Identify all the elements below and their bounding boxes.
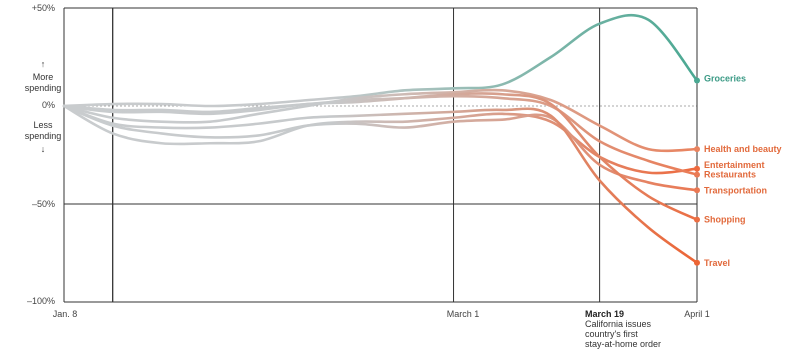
less-spending-arrow: ↓ [41, 144, 46, 154]
series-label: Transportation [704, 185, 767, 195]
series-label: Health and beauty [704, 144, 782, 154]
x-tick-label: March 1 [447, 309, 480, 319]
series-end-dot [694, 171, 700, 178]
more-spending-arrow: ↑ [41, 59, 46, 69]
y-tick-label: –100% [27, 296, 55, 306]
series-end-dot [694, 259, 700, 266]
series-end-dot [694, 216, 700, 223]
series-line-shopping [62, 92, 699, 221]
y-tick-label: 0% [42, 100, 55, 110]
more-spending-label: More [33, 72, 54, 82]
series-end-labels: Groceries Health and beauty EntertainmentR… [704, 74, 782, 268]
series-end-dot [694, 187, 700, 194]
series-line-health-and-beauty [62, 88, 699, 153]
series-line-transportation [62, 104, 699, 192]
y-tick-label: –50% [32, 199, 55, 209]
less-spending-label: spending [25, 131, 62, 141]
series-line-groceries [62, 13, 699, 108]
series-end-dot [694, 146, 700, 153]
series-label: Groceries [704, 74, 746, 84]
series-line-travel [62, 104, 699, 265]
x-axis-labels: Jan. 8 March 1 April 1 [53, 309, 710, 319]
annotation-line: stay-at-home order [585, 339, 661, 349]
march-19-annotation: March 19 California issues country's fir… [585, 309, 661, 349]
series-lines [62, 13, 700, 266]
annotation-line: country's first [585, 329, 638, 339]
series-label: Travel [704, 258, 730, 268]
y-axis-labels: +50% 0% –50% –100% ↑ More spending Less … [25, 3, 62, 306]
y-tick-label: +50% [32, 3, 55, 13]
series-label: Shopping [704, 215, 746, 225]
series-label: Entertainment [704, 160, 765, 170]
x-tick-label: Jan. 8 [53, 309, 78, 319]
series-end-dot [694, 77, 700, 84]
series-line-restaurants [62, 94, 699, 176]
series-end-dot [694, 165, 700, 172]
annotation-line: California issues [585, 319, 652, 329]
x-tick-label: April 1 [684, 309, 710, 319]
chart-grid [63, 7, 698, 303]
more-spending-label: spending [25, 83, 62, 93]
less-spending-label: Less [33, 120, 53, 130]
annotation-title: March 19 [585, 309, 624, 319]
series-label: Restaurants [704, 170, 756, 180]
